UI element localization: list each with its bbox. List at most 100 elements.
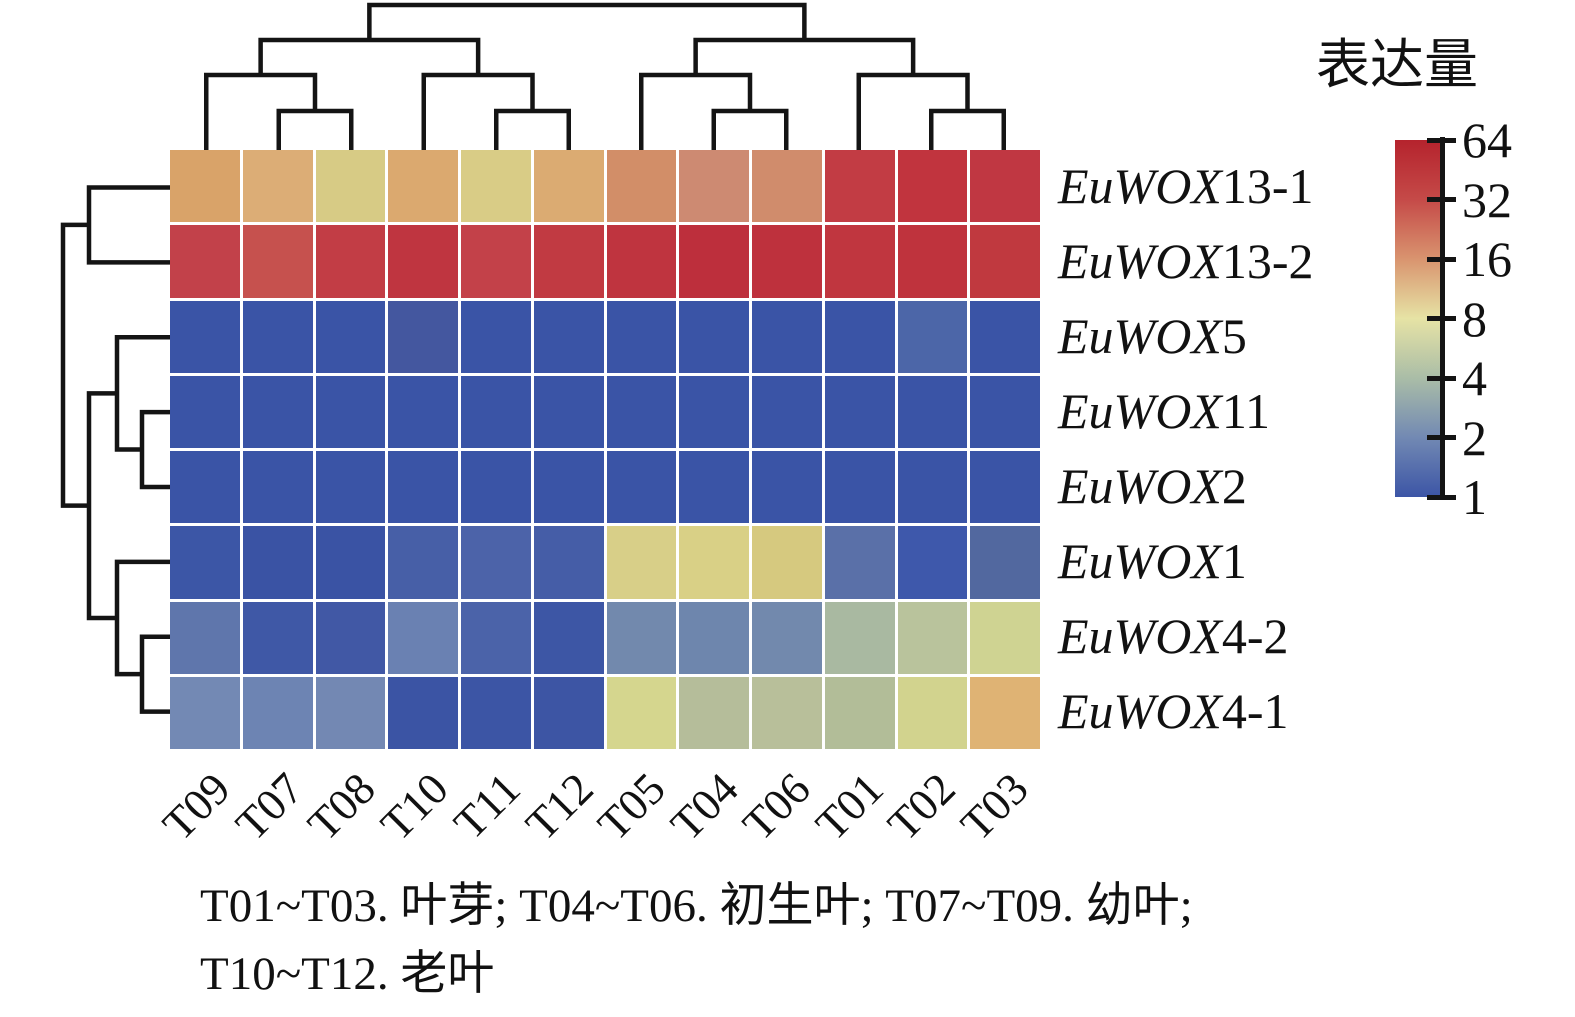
heatmap-cell xyxy=(242,526,313,599)
heatmap-cell xyxy=(752,526,822,599)
heatmap-cell xyxy=(824,601,895,674)
row-label-gene-prefix: EuWOX xyxy=(1058,457,1222,514)
legend-tick xyxy=(1427,197,1456,202)
heatmap-cell xyxy=(533,150,604,223)
row-label-gene-prefix: EuWOX xyxy=(1058,233,1222,290)
dendrogram-branch xyxy=(693,37,916,75)
dendrogram-branch xyxy=(367,2,807,40)
row-label-gene-suffix: 5 xyxy=(1221,308,1247,365)
heatmap-cell xyxy=(170,676,240,749)
row-label-gene-prefix: EuWOX xyxy=(1058,383,1222,440)
row-label-gene-prefix: EuWOX xyxy=(1058,308,1222,365)
heatmap-cell xyxy=(752,225,822,298)
row-label: EuWOX13-2 xyxy=(1058,236,1314,286)
heatmap-cell xyxy=(533,300,604,373)
legend-tick xyxy=(1427,137,1456,143)
heatmap-cell xyxy=(679,225,749,298)
heatmap-cell xyxy=(970,451,1040,524)
heatmap-cell xyxy=(897,676,968,749)
heatmap-cell xyxy=(170,375,240,448)
heatmap-cell xyxy=(606,601,677,674)
heatmap-cell xyxy=(824,526,895,599)
heatmap-cell xyxy=(388,526,458,599)
heatmap-cell xyxy=(606,375,677,448)
row-label-gene-suffix: 2 xyxy=(1221,457,1247,514)
row-label: EuWOX4-1 xyxy=(1058,686,1289,736)
heatmap-cell xyxy=(897,601,968,674)
heatmap-cell xyxy=(824,451,895,524)
legend-tick-label: 8 xyxy=(1462,290,1487,347)
heatmap-cell xyxy=(461,451,531,524)
heatmap-cell xyxy=(315,526,386,599)
heatmap-cell xyxy=(897,375,968,448)
heatmap-cell xyxy=(315,375,386,448)
heatmap-cell xyxy=(606,451,677,524)
heatmap-cell xyxy=(461,150,531,223)
dendrogram-branch xyxy=(60,222,89,508)
heatmap-cell xyxy=(606,300,677,373)
heatmap-cell xyxy=(897,526,968,599)
heatmap-cell xyxy=(752,150,822,223)
heatmap-cell xyxy=(170,451,240,524)
legend-title: 表达量 xyxy=(1316,35,1478,95)
heatmap-cell xyxy=(315,150,386,223)
heatmap-cell xyxy=(606,225,677,298)
legend-tick-label: 16 xyxy=(1462,231,1512,287)
heatmap-cell xyxy=(533,375,604,448)
heatmap-cell xyxy=(824,225,895,298)
row-label-gene-prefix: EuWOX xyxy=(1058,607,1222,664)
heatmap-cell xyxy=(388,300,458,373)
heatmap-cell xyxy=(970,300,1040,373)
dendrogram-branch xyxy=(276,108,354,150)
heatmap-cell xyxy=(388,225,458,298)
heatmap-cell xyxy=(461,601,531,674)
legend-tick-label: 1 xyxy=(1462,469,1487,525)
dendrogram-branch xyxy=(711,108,789,150)
heatmap-cell xyxy=(752,676,822,749)
column-dendrogram xyxy=(204,2,1006,150)
heatmap-cell xyxy=(242,150,313,223)
heatmap-cell xyxy=(752,451,822,524)
heatmap-cell xyxy=(461,300,531,373)
heatmap-cell xyxy=(388,451,458,524)
heatmap-cell xyxy=(606,526,677,599)
heatmap-cell xyxy=(242,225,313,298)
legend-tick-label: 2 xyxy=(1462,409,1487,466)
heatmap-cell xyxy=(170,225,240,298)
dendrogram-branch xyxy=(139,634,170,714)
row-label: EuWOX1 xyxy=(1058,536,1247,586)
heatmap-cell xyxy=(533,451,604,524)
heatmap-cell xyxy=(970,375,1040,448)
heatmap-cell xyxy=(824,375,895,448)
heatmap-cell xyxy=(170,300,240,373)
legend-tick xyxy=(1427,494,1456,500)
legend-tick xyxy=(1427,435,1456,440)
heatmap-cell xyxy=(752,375,822,448)
caption-line-2: T10~T12. 老叶 xyxy=(200,948,495,1000)
heatmap-cell xyxy=(388,150,458,223)
legend-tick xyxy=(1427,316,1456,321)
heatmap-cell xyxy=(679,300,749,373)
heatmap-cell xyxy=(461,225,531,298)
dendrogram-branch xyxy=(929,108,1006,150)
row-label-gene-suffix: 4-1 xyxy=(1221,682,1289,739)
row-label: EuWOX5 xyxy=(1058,311,1247,361)
heatmap-cell xyxy=(752,601,822,674)
heatmap-cell xyxy=(970,676,1040,749)
legend-tick xyxy=(1427,375,1456,381)
dendrogram-branch xyxy=(86,185,170,265)
heatmap-cell xyxy=(606,150,677,223)
heatmap-cell xyxy=(533,601,604,674)
heatmap-cell xyxy=(679,150,749,223)
heatmap-cell xyxy=(824,150,895,223)
dendrogram-branch xyxy=(258,37,481,75)
legend-tick-label: 32 xyxy=(1462,171,1512,228)
heatmap-cell xyxy=(679,526,749,599)
dendrogram-branch xyxy=(139,409,170,490)
heatmap-cell xyxy=(970,601,1040,674)
heatmap-cell xyxy=(897,225,968,298)
heatmap-cell xyxy=(388,676,458,749)
heatmap-cell xyxy=(242,375,313,448)
row-label: EuWOX4-2 xyxy=(1058,611,1289,661)
